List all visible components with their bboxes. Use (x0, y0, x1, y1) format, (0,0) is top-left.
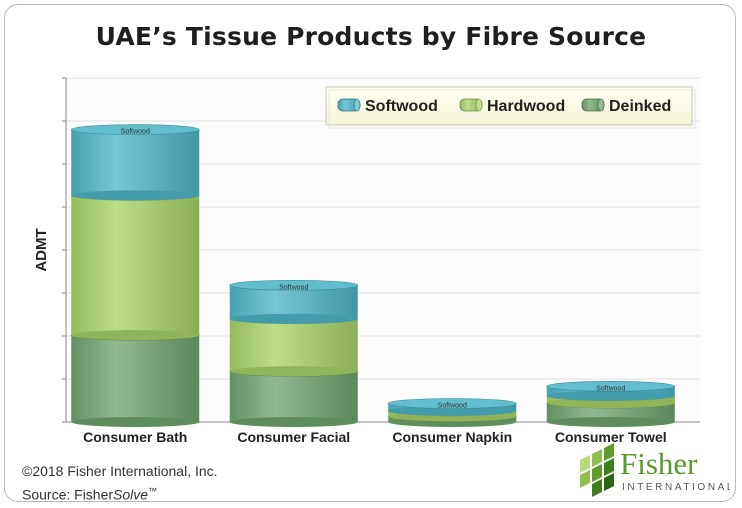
chart-title: UAE’s Tissue Products by Fibre Source (95, 22, 647, 51)
credit-block: ©2018 Fisher International, Inc. Source:… (22, 461, 218, 505)
bar-segment-bottom (229, 366, 358, 377)
bars: DeinkedHardwoodSoftwood Consumer Bath Dein… (70, 124, 676, 445)
legend-swatch-cap (475, 98, 483, 112)
x-tick-label: Consumer Towel (555, 429, 667, 445)
legend-swatch-cap (353, 98, 361, 112)
bar-segment-top (70, 124, 200, 135)
bar-segment-bottom (71, 330, 200, 341)
bar-segment-top (229, 279, 359, 291)
segment-label: Softwood (121, 129, 150, 136)
legend-label: Hardwood (487, 98, 565, 115)
legend-shadow (328, 89, 696, 129)
y-axis-label: ADMT (33, 228, 50, 271)
legend-item: Softwood (337, 98, 438, 115)
bar-stack: DeinkedHardwoodSoftwood (229, 279, 359, 427)
segment-label: Softwood (279, 284, 308, 291)
segment-label: Softwood (438, 403, 467, 410)
bar-stack: DeinkedHardwoodSoftwood (387, 398, 517, 427)
bar-segment-softwood (229, 285, 358, 319)
logo-tagline: INTERNATIONAL (622, 482, 730, 493)
bar-segment-bottom (71, 417, 200, 427)
source-prefix: Source: Fisher (22, 486, 114, 503)
bar-segment-bottom (388, 405, 517, 416)
bar-segment-top (546, 381, 676, 392)
legend-box (325, 86, 693, 126)
bar-segment-bottom (546, 390, 675, 401)
trademark-mark: ™ (148, 486, 158, 496)
bar-segment-deinked (229, 371, 358, 422)
legend-label: Softwood (365, 98, 438, 115)
bar-stack: DeinkedHardwoodSoftwood (546, 381, 676, 427)
bar-segment-bottom (546, 398, 675, 409)
legend-swatch-cap (597, 98, 605, 112)
bar-stack: DeinkedHardwoodSoftwood (70, 124, 200, 427)
source-text: Source: FisherSolve™ (22, 481, 218, 505)
bar-segment-deinked (71, 335, 200, 422)
x-tick-label: Consumer Napkin (392, 429, 512, 445)
source-product: Solve (113, 486, 149, 503)
bar-segment-bottom (71, 190, 200, 201)
copyright-text: ©2018 Fisher International, Inc. (22, 463, 218, 479)
bar-segment-hardwood (229, 318, 358, 372)
bar-segment-deinked (546, 403, 675, 422)
bar-segment-bottom (546, 417, 675, 427)
chart-frame (4, 4, 736, 502)
logo-mark-icon (580, 443, 614, 497)
logo-name: Fisher (620, 446, 698, 481)
fisher-logo: Fisher INTERNATIONAL (580, 443, 730, 497)
x-tick-label: Consumer Facial (237, 429, 350, 445)
bar-segment-top (387, 398, 517, 409)
legend-item: Hardwood (459, 98, 565, 115)
bar-segment-bottom (229, 313, 358, 324)
segment-label: Softwood (596, 385, 625, 392)
bar-segment-bottom (229, 417, 358, 427)
bar-segment-softwood (71, 129, 200, 196)
legend-label: Deinked (609, 98, 671, 115)
legend-item: Deinked (581, 98, 671, 115)
legend: Softwood Hardwood Deinked (325, 86, 696, 129)
bar-segment-hardwood (71, 195, 200, 336)
x-tick-label: Consumer Bath (83, 429, 187, 445)
